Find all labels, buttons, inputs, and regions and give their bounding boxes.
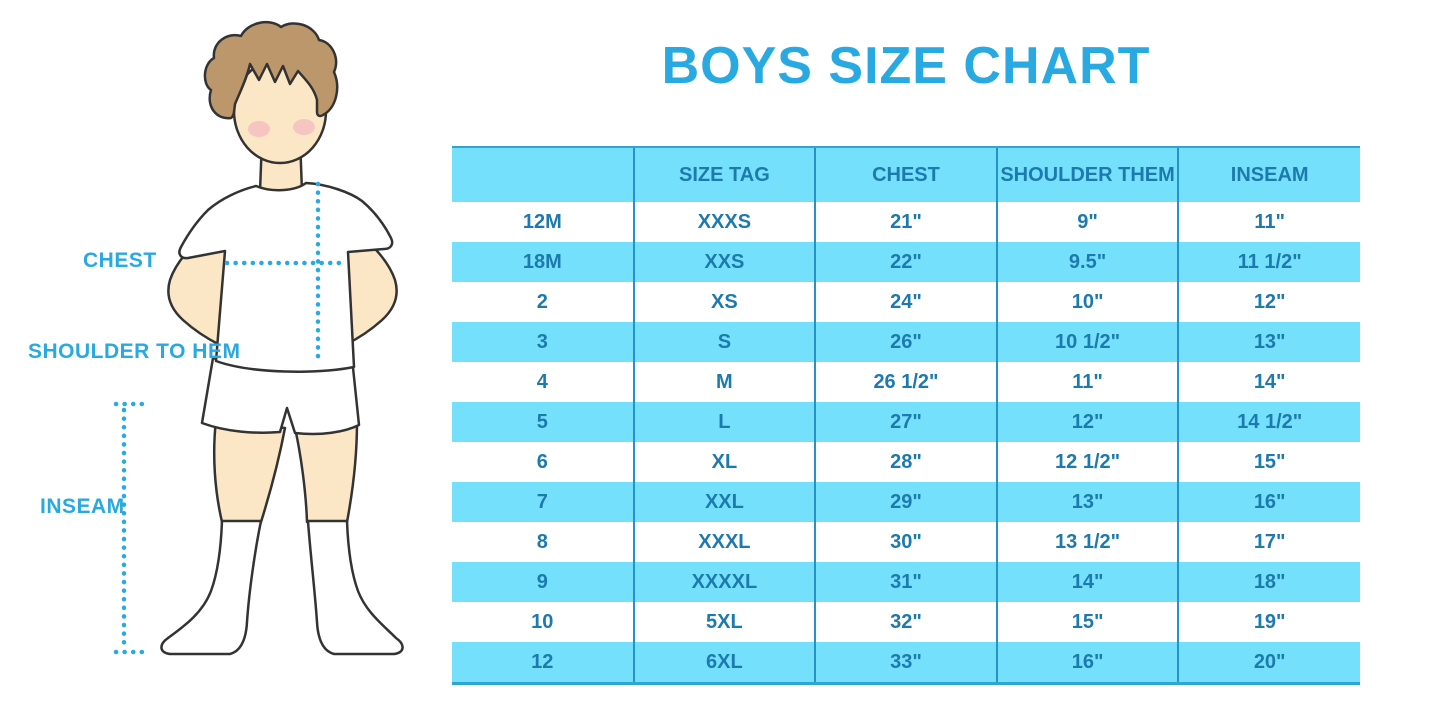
table-row: 5 L 27" 12" 14 1/2" xyxy=(452,402,1360,442)
table-cell: XS xyxy=(632,282,816,322)
header-cell-shoulder-them: SHOULDER THEM xyxy=(995,146,1179,202)
table-row: 3 S 26" 10 1/2" 13" xyxy=(452,322,1360,362)
table-cell: 33" xyxy=(814,642,997,685)
table-cell: 10 1/2" xyxy=(995,322,1179,362)
table-cell: 16" xyxy=(1177,482,1360,522)
header-cell-size-tag: SIZE TAG xyxy=(632,146,816,202)
table-cell: 10" xyxy=(995,282,1179,322)
table-cell: 4 xyxy=(452,362,634,402)
page-title: BOYS SIZE CHART xyxy=(661,37,1151,95)
table-cell: 5 xyxy=(452,402,634,442)
table-cell: 12 xyxy=(452,642,634,685)
table-cell: 18M xyxy=(452,242,634,282)
shoulder-to-hem-label: SHOULDER TO HEM xyxy=(28,340,241,363)
table-cell: 24" xyxy=(814,282,997,322)
table-row: 7 XXL 29" 13" 16" xyxy=(452,482,1360,522)
table-cell: 31" xyxy=(814,562,997,602)
inseam-label: INSEAM xyxy=(40,495,125,518)
table-cell: 13 1/2" xyxy=(995,522,1179,562)
table-cell: 27" xyxy=(814,402,997,442)
table-cell: 26" xyxy=(814,322,997,362)
table-cell: 20" xyxy=(1177,642,1360,685)
table-row: 10 5XL 32" 15" 19" xyxy=(452,602,1360,642)
table-cell: L xyxy=(632,402,816,442)
boy-shirt xyxy=(178,181,394,373)
size-table-body: 12M XXXS 21" 9" 11" 18M XXS 22" 9.5" 11 1/2" 2 XS 24… xyxy=(452,202,1360,685)
table-header-row: SIZE TAG CHEST SHOULDER THEM INSEAM xyxy=(452,146,1360,202)
table-cell: 11" xyxy=(1177,202,1360,242)
table-cell: XXL xyxy=(632,482,816,522)
table-cell: 15" xyxy=(995,602,1179,642)
table-cell: 26 1/2" xyxy=(814,362,997,402)
table-cell: 6 xyxy=(452,442,634,482)
table-row: 8 XXXL 30" 13 1/2" 17" xyxy=(452,522,1360,562)
table-row: 12 6XL 33" 16" 20" xyxy=(452,642,1360,685)
table-cell: XXXL xyxy=(632,522,816,562)
table-cell: XXXS xyxy=(632,202,816,242)
boy-socks xyxy=(160,519,404,656)
table-cell: 28" xyxy=(814,442,997,482)
boy-blush xyxy=(248,119,315,137)
table-cell: 29" xyxy=(814,482,997,522)
table-cell: 10 xyxy=(452,602,634,642)
table-cell: 8 xyxy=(452,522,634,562)
header-cell-inseam: INSEAM xyxy=(1177,146,1360,202)
table-cell: 7 xyxy=(452,482,634,522)
table-cell: 18" xyxy=(1177,562,1360,602)
table-cell: XXXXL xyxy=(632,562,816,602)
table-cell: 12" xyxy=(1177,282,1360,322)
table-cell: 21" xyxy=(814,202,997,242)
table-cell: XL xyxy=(632,442,816,482)
table-cell: 12" xyxy=(995,402,1179,442)
table-cell: M xyxy=(632,362,816,402)
header-cell-chest: CHEST xyxy=(814,146,997,202)
table-cell: 14" xyxy=(1177,362,1360,402)
table-cell: 12M xyxy=(452,202,634,242)
table-cell: 14 1/2" xyxy=(1177,402,1360,442)
inseam-measure-line xyxy=(113,401,145,655)
boy-illustration xyxy=(113,20,404,656)
table-cell: 22" xyxy=(814,242,997,282)
table-row: 6 XL 28" 12 1/2" 15" xyxy=(452,442,1360,482)
table-cell: 11 1/2" xyxy=(1177,242,1360,282)
table-cell: 5XL xyxy=(632,602,816,642)
table-cell: 30" xyxy=(814,522,997,562)
table-cell: 13" xyxy=(1177,322,1360,362)
table-cell: 14" xyxy=(995,562,1179,602)
boy-hair xyxy=(203,20,339,120)
table-cell: 15" xyxy=(1177,442,1360,482)
table-cell: 32" xyxy=(814,602,997,642)
table-cell: 3 xyxy=(452,322,634,362)
table-cell: 19" xyxy=(1177,602,1360,642)
table-cell: 13" xyxy=(995,482,1179,522)
size-table: SIZE TAG CHEST SHOULDER THEM INSEAM 12M X… xyxy=(452,146,1360,685)
header-cell-size xyxy=(452,146,634,202)
table-cell: 2 xyxy=(452,282,634,322)
table-cell: 12 1/2" xyxy=(995,442,1179,482)
table-cell: 16" xyxy=(995,642,1179,685)
table-cell: XXS xyxy=(632,242,816,282)
table-cell: 9.5" xyxy=(995,242,1179,282)
table-cell: 17" xyxy=(1177,522,1360,562)
table-row: 9 XXXXL 31" 14" 18" xyxy=(452,562,1360,602)
table-cell: 9" xyxy=(995,202,1179,242)
table-cell: 11" xyxy=(995,362,1179,402)
table-cell: 6XL xyxy=(632,642,816,685)
table-row: 18M XXS 22" 9.5" 11 1/2" xyxy=(452,242,1360,282)
table-row: 4 M 26 1/2" 11" 14" xyxy=(452,362,1360,402)
table-row: 12M XXXS 21" 9" 11" xyxy=(452,202,1360,242)
chest-label: CHEST xyxy=(83,249,157,272)
boy-legs xyxy=(212,418,359,524)
table-cell: 9 xyxy=(452,562,634,602)
table-row: 2 XS 24" 10" 12" xyxy=(452,282,1360,322)
table-cell: S xyxy=(632,322,816,362)
